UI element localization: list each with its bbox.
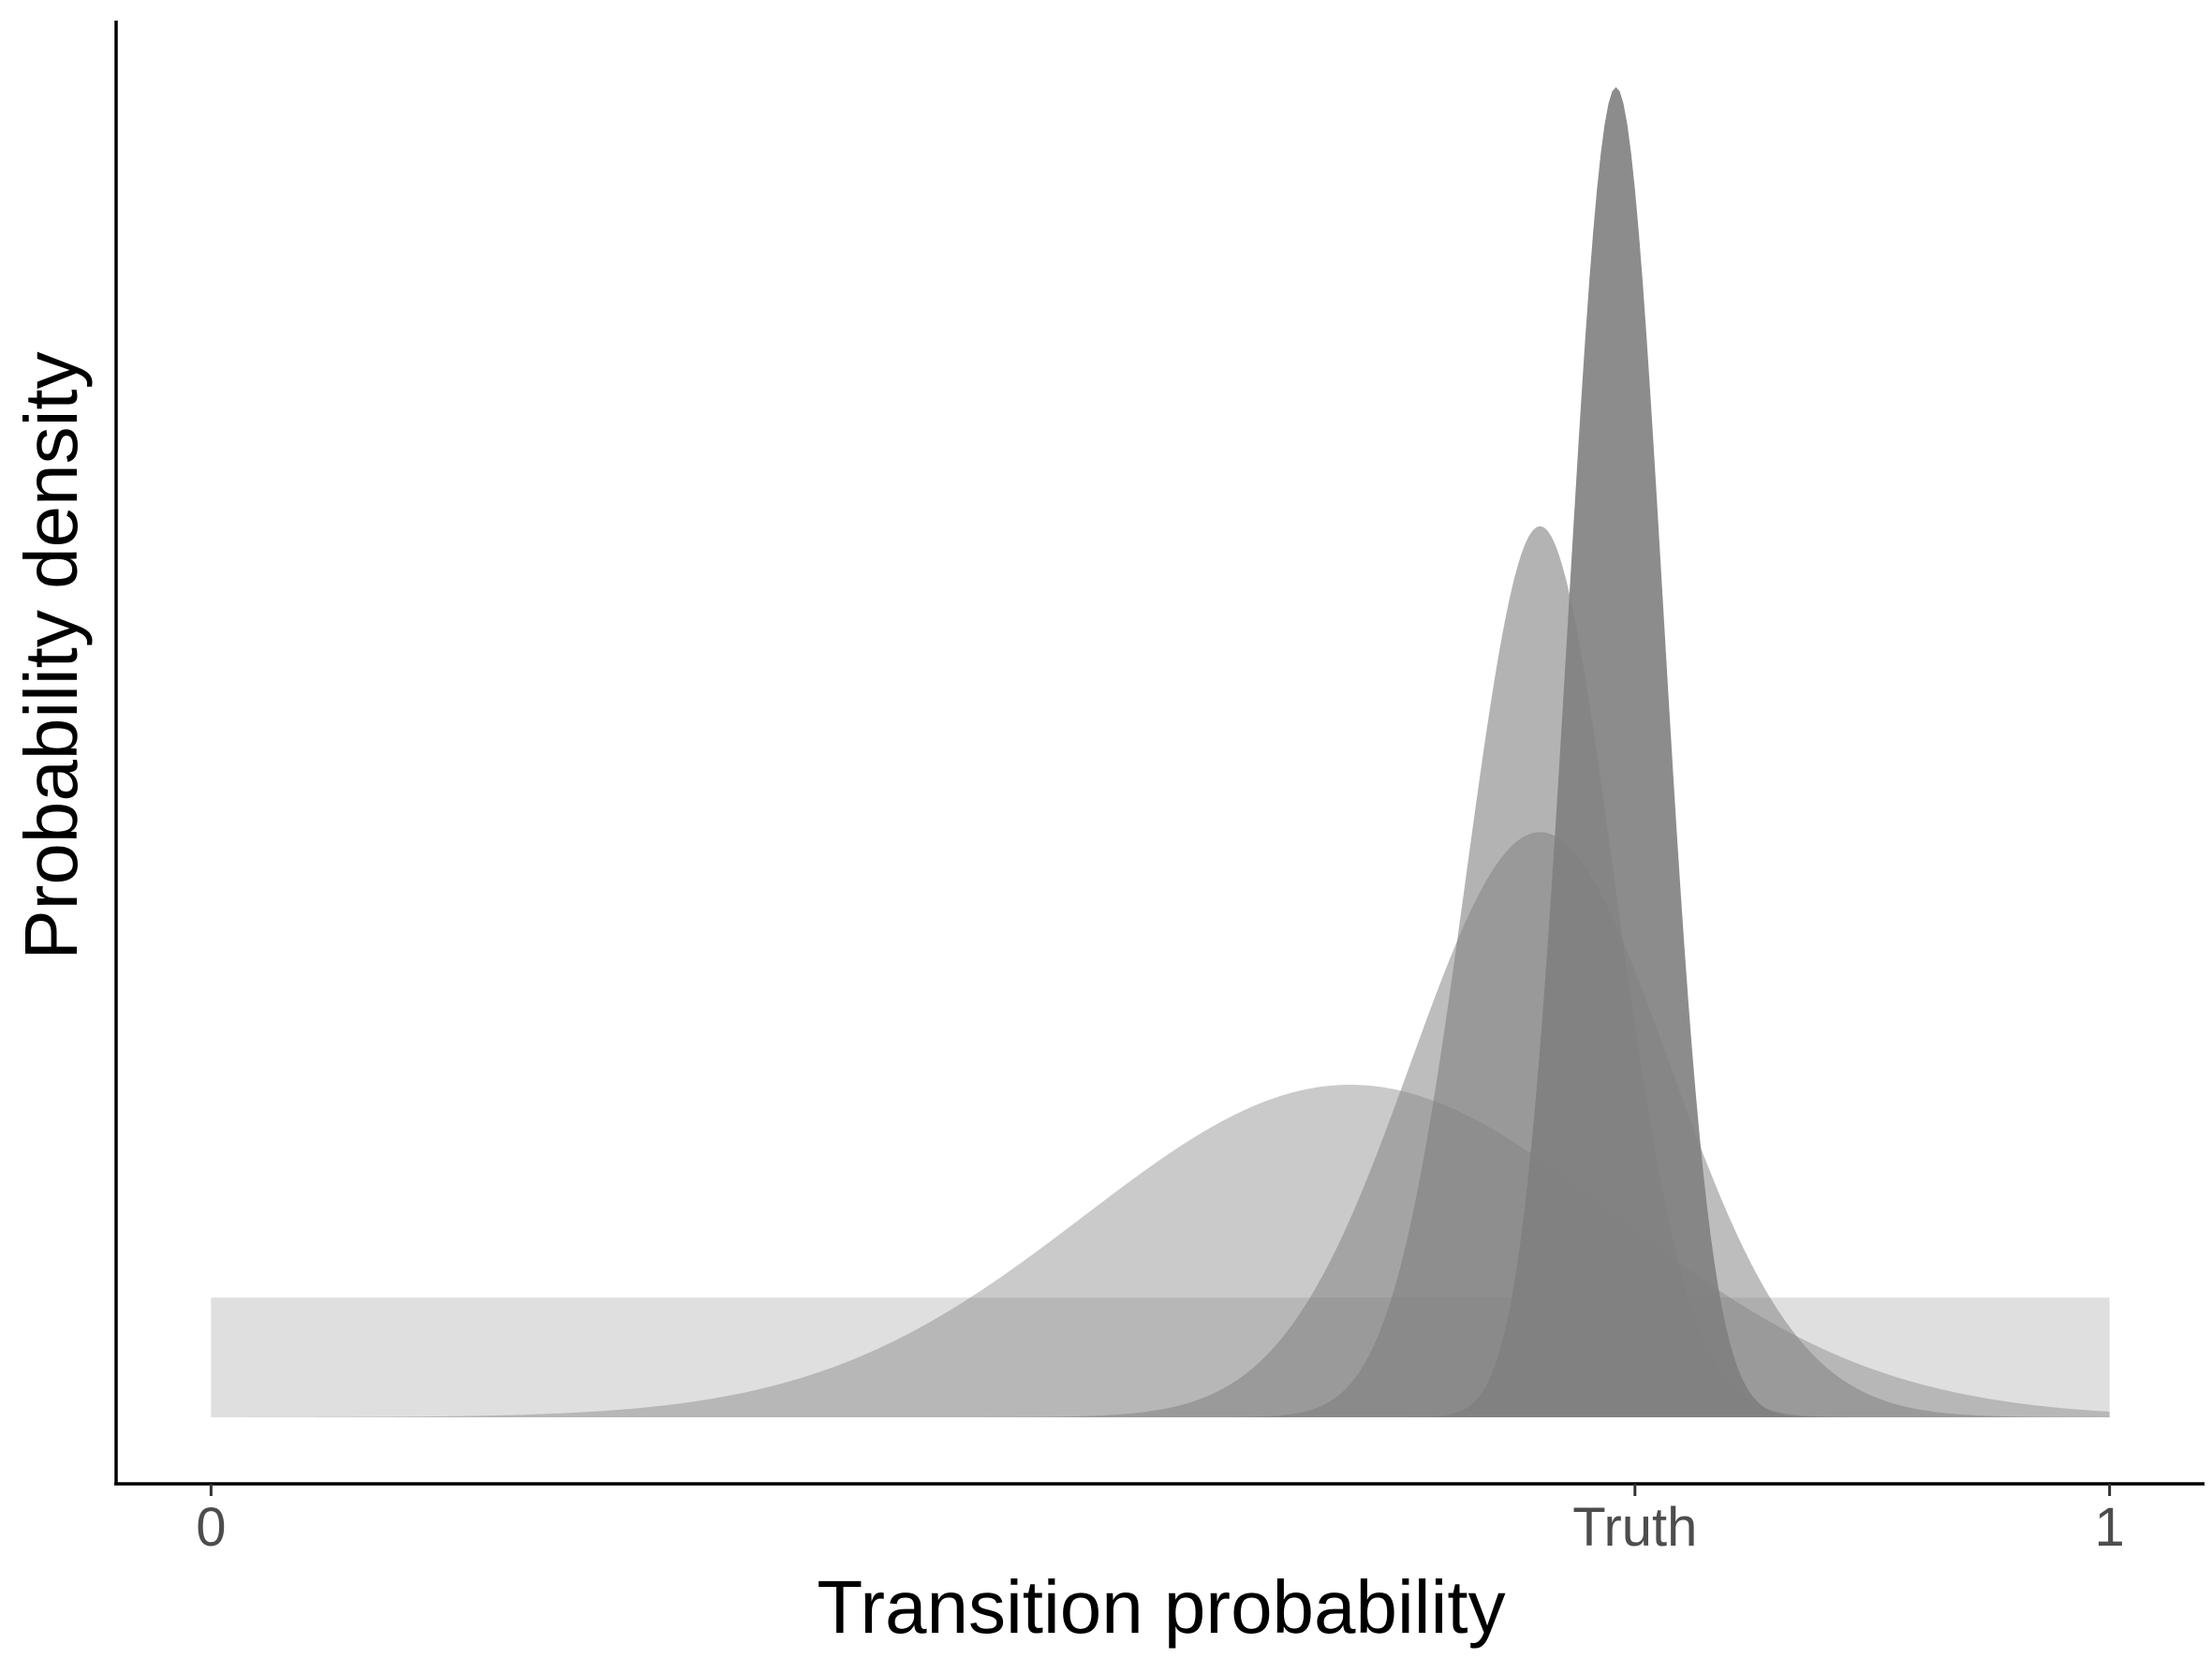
y-axis-title: Probability density <box>9 351 93 959</box>
x-tick-label: 1 <box>2095 1497 2125 1558</box>
x-axis-ticks: 0 Truth 1 <box>196 1484 2125 1558</box>
density-area-4 <box>211 87 2110 1417</box>
x-tick-label: 0 <box>196 1497 226 1558</box>
x-axis-title: Transition probability <box>817 1565 1505 1649</box>
x-tick-label: Truth <box>1572 1497 1697 1558</box>
density-areas <box>211 87 2110 1417</box>
